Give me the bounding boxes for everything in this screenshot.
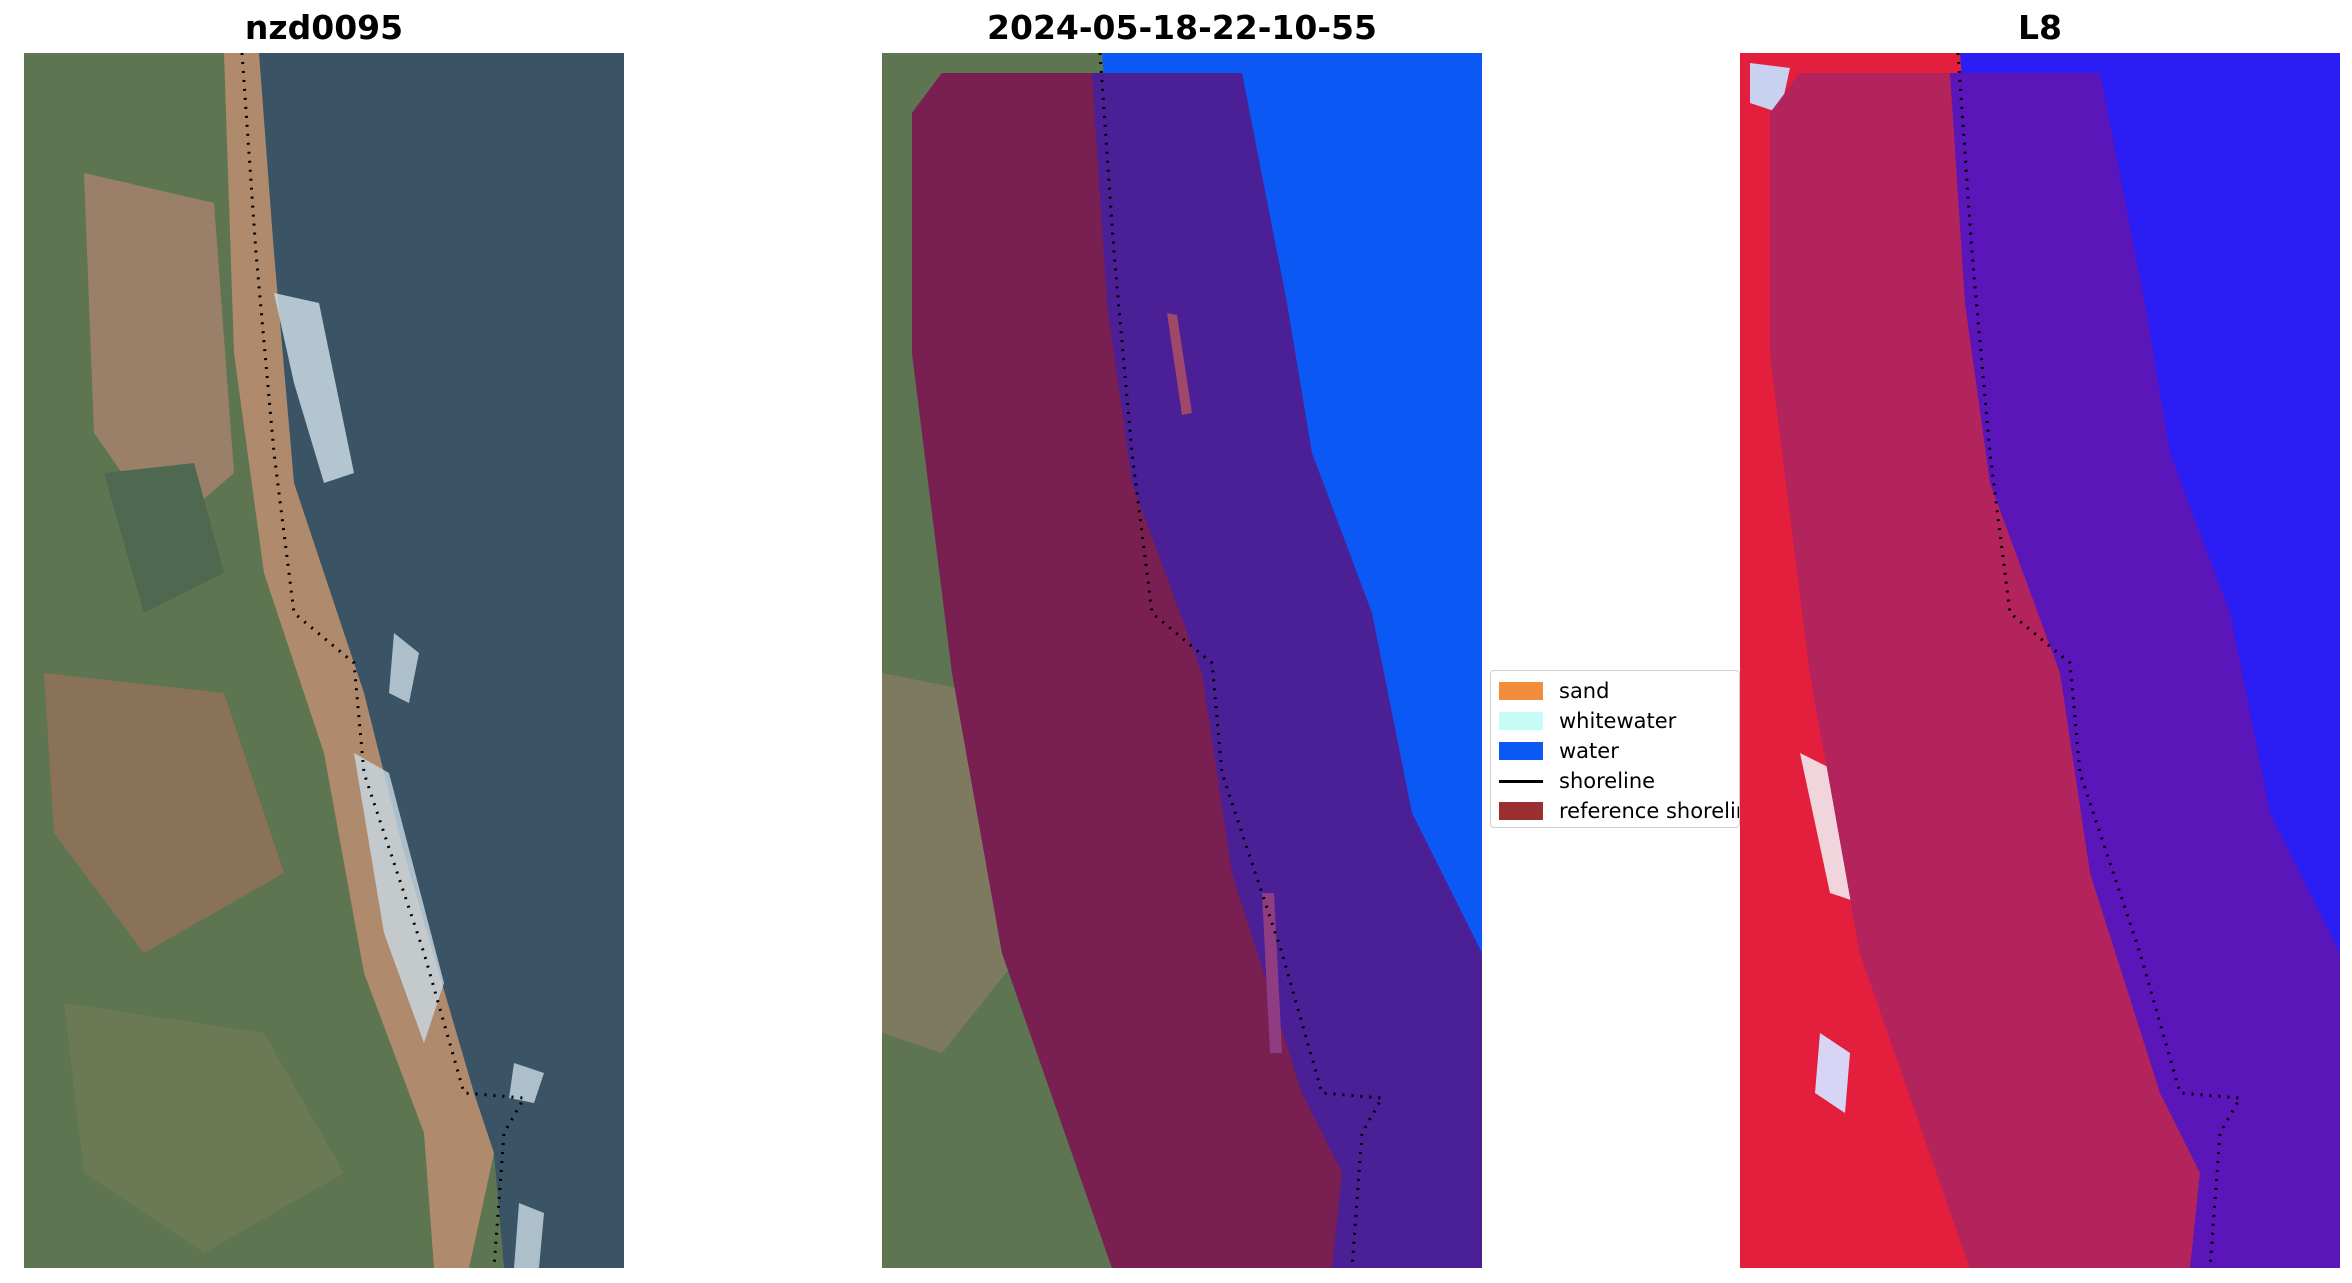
whitewater-swatch xyxy=(1499,712,1543,730)
legend-item-whitewater: whitewater xyxy=(1499,709,1676,733)
classification-image xyxy=(882,53,1482,1268)
panel-title-rgb: nzd0095 xyxy=(244,8,404,47)
rgb-satellite-image xyxy=(24,53,624,1268)
shoreline-swatch xyxy=(1499,779,1543,783)
legend-label-reference-shoreline: reference shoreline xyxy=(1559,799,1739,823)
panel-title-index: L8 xyxy=(2018,8,2062,47)
legend-label-shoreline: shoreline xyxy=(1559,769,1656,793)
legend-item-sand: sand xyxy=(1499,679,1609,703)
classification-panel xyxy=(882,53,1482,1268)
legend-item-reference-shoreline: reference shoreline xyxy=(1499,799,1739,823)
shoreline-trace xyxy=(1098,53,1385,1268)
sand-swatch xyxy=(1499,682,1543,700)
rgb-image-panel xyxy=(24,53,624,1268)
shoreline-trace xyxy=(240,53,527,1268)
legend-label-water: water xyxy=(1559,739,1619,763)
legend-item-water: water xyxy=(1499,739,1619,763)
legend: sand whitewater water shoreline referenc… xyxy=(1490,670,1740,828)
legend-label-sand: sand xyxy=(1559,679,1610,703)
index-panel xyxy=(1740,53,2340,1268)
shoreline-trace xyxy=(1956,53,2243,1268)
panel-title-classification: 2024-05-18-22-10-55 xyxy=(987,8,1377,47)
reference-shoreline-swatch xyxy=(1499,802,1543,820)
legend-label-whitewater: whitewater xyxy=(1559,709,1677,733)
index-image xyxy=(1740,53,2340,1268)
legend-item-shoreline: shoreline xyxy=(1499,769,1655,793)
water-swatch xyxy=(1499,742,1543,760)
